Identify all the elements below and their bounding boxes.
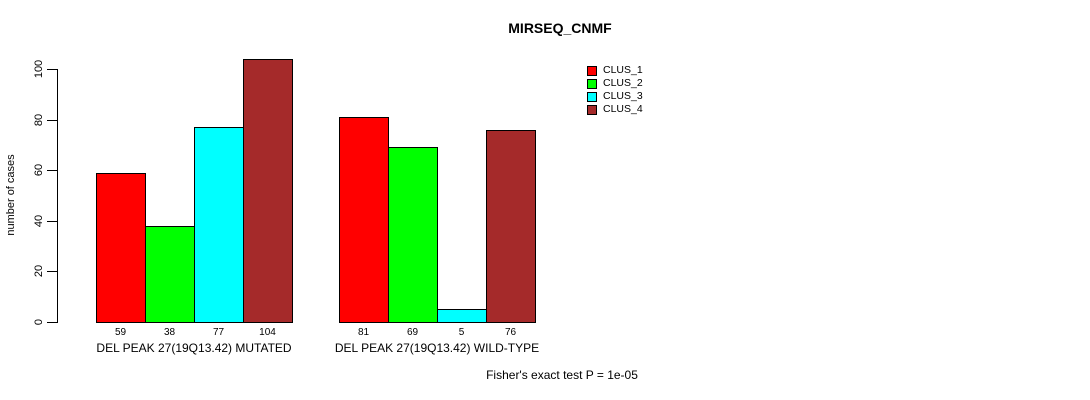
bar xyxy=(486,130,536,323)
y-axis-tick xyxy=(47,221,57,222)
legend-swatch xyxy=(587,78,597,89)
legend-label: CLUS_1 xyxy=(603,64,643,76)
legend-swatch xyxy=(587,104,597,115)
group-label: DEL PEAK 27(19Q13.42) WILD-TYPE xyxy=(334,341,540,355)
y-axis-tick xyxy=(47,120,57,121)
bar xyxy=(194,127,244,323)
bar xyxy=(437,309,487,323)
y-axis-tick xyxy=(47,271,57,272)
bar xyxy=(145,226,195,323)
chart-title: MIRSEQ_CNMF xyxy=(508,20,612,36)
y-axis-label: number of cases xyxy=(5,154,17,236)
y-axis-tick xyxy=(47,170,57,171)
bar-value-label: 69 xyxy=(406,327,419,338)
legend-label: CLUS_2 xyxy=(603,77,643,89)
bar-value-label: 81 xyxy=(357,327,370,338)
y-axis-tick xyxy=(47,69,57,70)
legend-label: CLUS_4 xyxy=(603,103,643,115)
bar-value-label: 38 xyxy=(163,327,176,338)
y-axis-tick-label: 20 xyxy=(33,264,45,278)
legend-swatch xyxy=(587,91,597,102)
legend-item: CLUS_3 xyxy=(587,90,643,103)
bar xyxy=(339,117,389,323)
bar-value-label: 104 xyxy=(259,327,276,338)
legend: CLUS_1 CLUS_2 CLUS_3 CLUS_4 xyxy=(587,64,643,116)
y-axis-tick xyxy=(47,322,57,323)
bar-value-label: 5 xyxy=(458,327,465,338)
bar-value-label: 59 xyxy=(114,327,127,338)
y-axis-tick-label: 0 xyxy=(33,318,45,326)
y-axis-tick-label: 60 xyxy=(33,163,45,177)
legend-item: CLUS_2 xyxy=(587,77,643,90)
footnote: Fisher's exact test P = 1e-05 xyxy=(486,368,638,382)
y-axis-tick-label: 80 xyxy=(33,113,45,127)
y-axis-tick-label: 100 xyxy=(33,59,45,79)
legend-label: CLUS_3 xyxy=(603,90,643,102)
y-axis-line xyxy=(57,69,58,323)
bar xyxy=(96,173,146,323)
bar-value-label: 76 xyxy=(504,327,517,338)
legend-item: CLUS_4 xyxy=(587,103,643,116)
legend-swatch xyxy=(587,65,597,76)
legend-item: CLUS_1 xyxy=(587,64,643,77)
bar xyxy=(388,147,438,323)
group-label: DEL PEAK 27(19Q13.42) MUTATED xyxy=(96,341,292,355)
bar-value-label: 77 xyxy=(212,327,225,338)
bar xyxy=(243,59,293,323)
y-axis-tick-label: 40 xyxy=(33,214,45,228)
